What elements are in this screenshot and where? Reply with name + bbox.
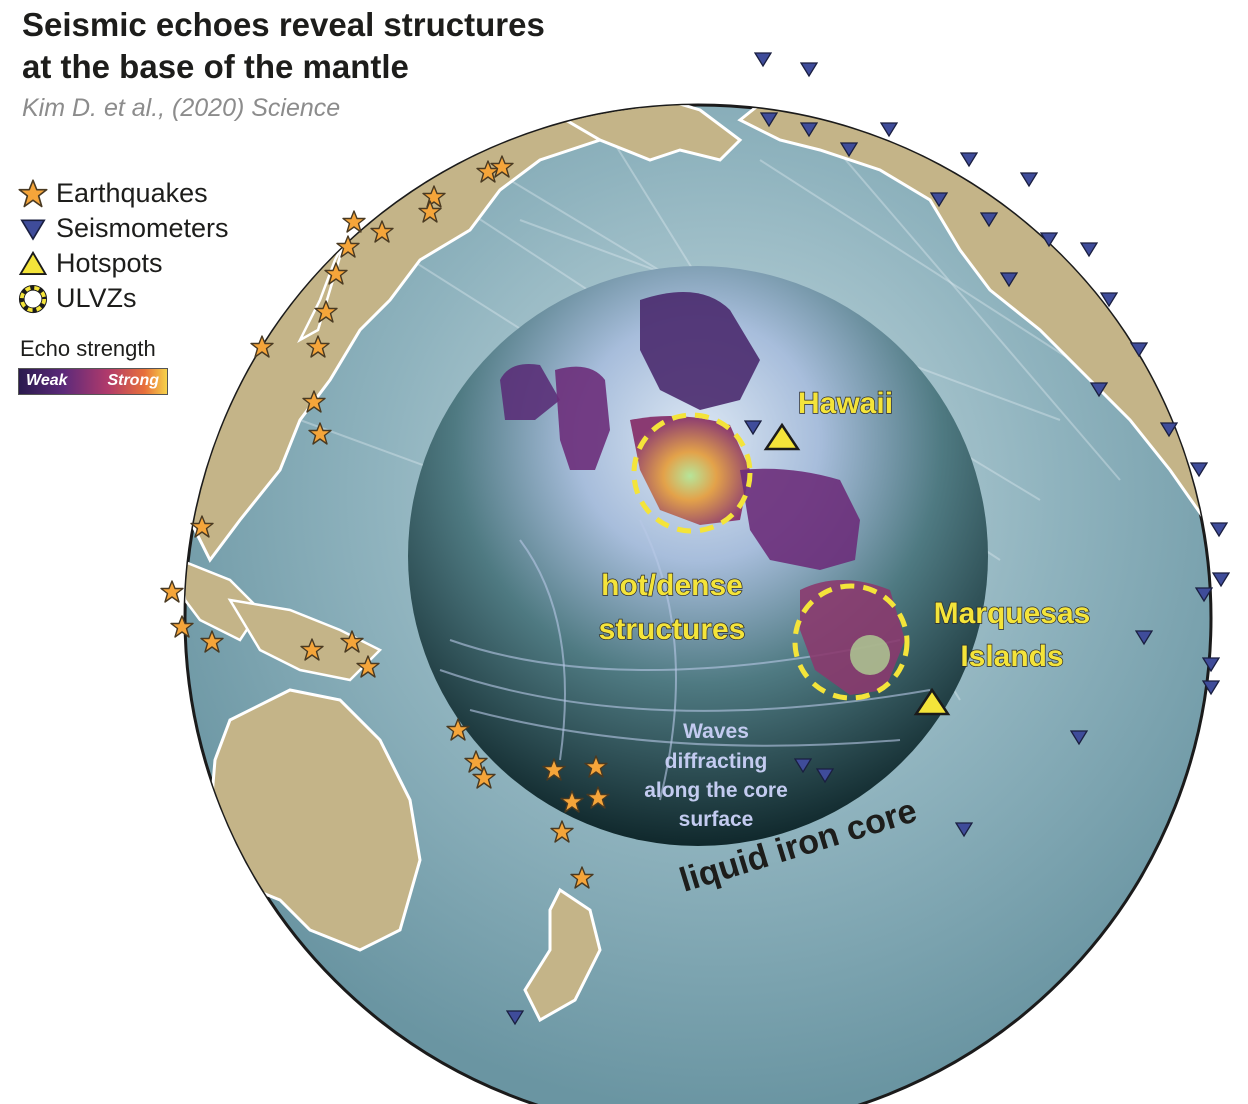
waves-label-line2: diffracting	[665, 750, 768, 773]
earthquake-star-icon	[160, 580, 184, 603]
seismometer-triangle-icon	[800, 62, 818, 77]
echo-weak-label: Weak	[26, 372, 68, 389]
title-line-2: at the base of the mantle	[22, 48, 409, 85]
seismometer-triangle-icon	[1212, 572, 1230, 587]
seismometer-triangle-icon	[960, 152, 978, 167]
core-sphere	[408, 266, 988, 846]
seismometer-triangle-icon	[1020, 172, 1038, 187]
down-triangle-icon	[20, 218, 46, 241]
seismometer-triangle-icon	[1210, 522, 1228, 537]
echo-strength-colorbar: Weak Strong	[18, 368, 168, 395]
ulvz-circle-marquesas	[792, 583, 910, 701]
seismometer-triangle-icon	[1080, 242, 1098, 257]
ulvz-circle-hawaii	[631, 412, 753, 534]
legend-label: Earthquakes	[56, 178, 208, 208]
waves-label-line1: Waves	[683, 720, 749, 743]
title-line-1: Seismic echoes reveal structures	[22, 6, 545, 43]
seismometer-triangle-icon	[1190, 462, 1208, 477]
waves-label-line4: surface	[679, 808, 754, 831]
hotspot-triangle-icon	[913, 687, 951, 716]
marquesas-label-line2: Islands	[960, 640, 1063, 673]
legend-label: Seismometers	[56, 213, 229, 243]
waves-label-line3: along the core	[644, 779, 788, 802]
seismometer-triangle-icon	[880, 122, 898, 137]
figure-title: Seismic echoes reveal structures at the …	[22, 4, 545, 88]
legend: Earthquakes Seismometers Hotspots ULVZs	[18, 176, 229, 316]
echo-strength-label: Echo strength	[20, 336, 156, 361]
legend-ulvzs: ULVZs	[18, 281, 229, 316]
echo-strong-label: Strong	[107, 372, 159, 389]
citation: Kim D. et al., (2020) Science	[22, 94, 341, 122]
up-triangle-icon	[18, 250, 48, 275]
hotspot-triangle-icon	[763, 422, 801, 451]
legend-label: Hotspots	[56, 248, 163, 278]
legend-hotspots: Hotspots	[18, 246, 229, 281]
legend-seismometers: Seismometers	[18, 211, 229, 246]
hawaii-label: Hawaii	[798, 387, 893, 420]
echo-structures	[500, 292, 905, 695]
hot-dense-label-line2: structures	[599, 613, 746, 646]
dashed-circle-icon	[18, 284, 48, 313]
star-icon	[18, 178, 48, 207]
marquesas-label-line1: Marquesas	[934, 597, 1091, 630]
legend-earthquakes: Earthquakes	[18, 176, 229, 211]
hot-dense-label-line1: hot/dense	[601, 569, 743, 602]
new-zealand-land	[523, 887, 602, 1023]
legend-label: ULVZs	[56, 283, 137, 313]
seismometer-triangle-icon	[754, 52, 772, 67]
